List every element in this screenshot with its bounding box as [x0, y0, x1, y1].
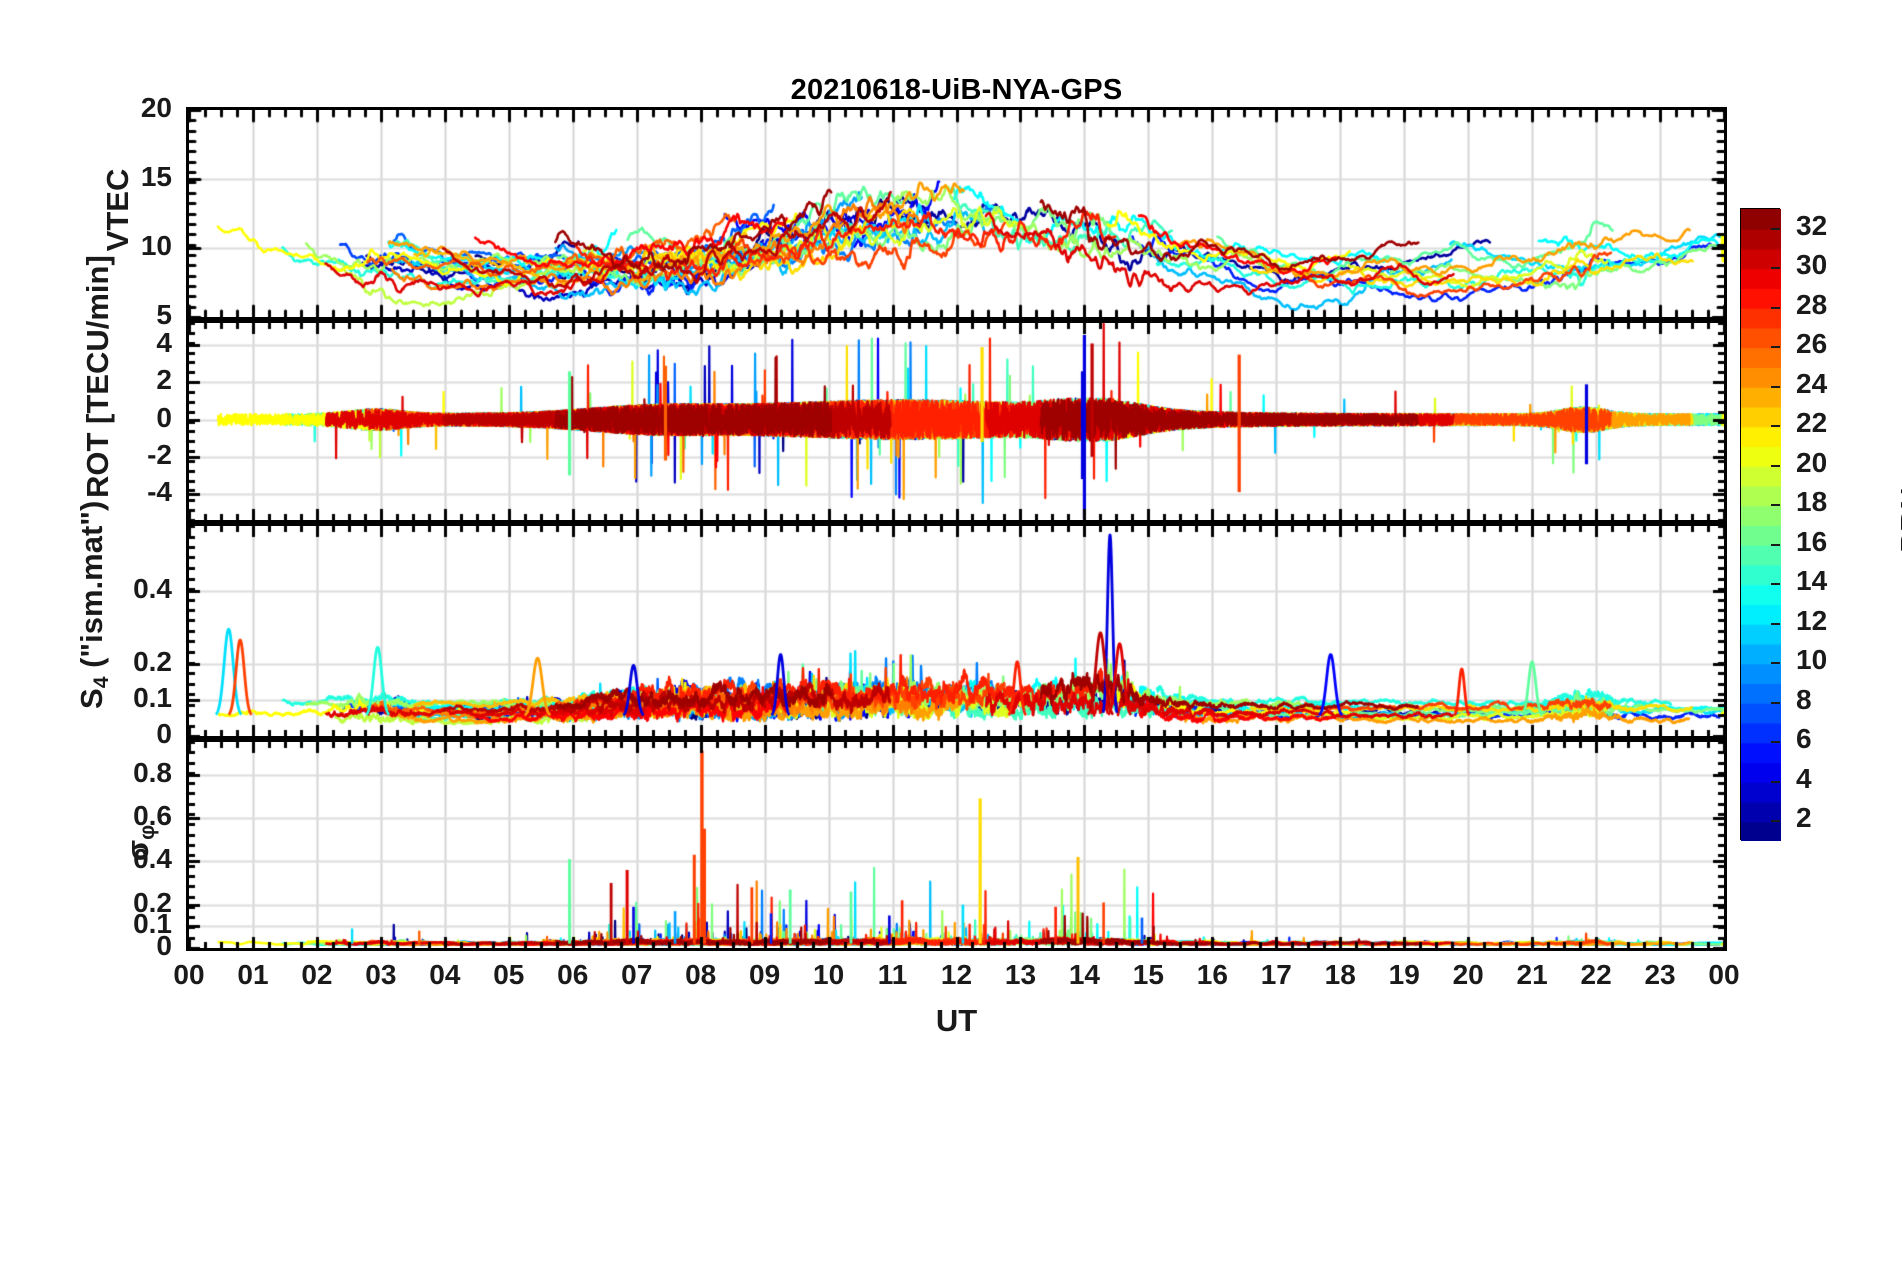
colorbar-tick-24: 24: [1796, 367, 1828, 399]
xtick-10: 10: [813, 959, 845, 990]
colorbar-tickmark: [1771, 741, 1780, 743]
plot-canvas: [189, 526, 1724, 736]
colorbar-tickmark: [1771, 662, 1780, 664]
xtick-23: 23: [1644, 959, 1676, 990]
xtick-3: 03: [365, 959, 397, 990]
colorbar-tick-20: 20: [1796, 446, 1828, 478]
colorbar-tickmark: [1771, 228, 1780, 230]
colorbar-prn: [1740, 208, 1781, 841]
colorbar-tick-2: 2: [1796, 802, 1812, 834]
xtick-12: 12: [940, 959, 973, 990]
colorbar-tickmark: [1771, 425, 1780, 427]
colorbar-title: PRN: [1894, 487, 1902, 553]
colorbar-tick-8: 8: [1796, 683, 1812, 715]
ytick-s4-0.2: 0.2: [133, 645, 172, 677]
ytick-rot-4: 4: [156, 327, 172, 359]
colorbar-tick-14: 14: [1796, 565, 1828, 597]
colorbar-tickmark: [1771, 820, 1780, 822]
xtick-20: 20: [1452, 959, 1484, 990]
colorbar-tick-4: 4: [1796, 762, 1812, 794]
ytick-sigphi-0.2: 0.2: [133, 886, 172, 918]
plot-canvas: [189, 323, 1724, 520]
ytick-vtec-20: 20: [140, 92, 172, 123]
xtick-9: 09: [749, 959, 781, 990]
ytick-s4-0.1: 0.1: [133, 681, 172, 713]
ytick-sigphi-0.6: 0.6: [133, 799, 172, 831]
colorbar-tick-28: 28: [1796, 288, 1828, 320]
colorbar-tickmark: [1771, 623, 1780, 625]
xtick-18: 18: [1324, 959, 1356, 990]
colorbar-tickmark: [1771, 702, 1780, 704]
colorbar-tick-10: 10: [1796, 644, 1828, 676]
xtick-4: 04: [429, 959, 461, 990]
xtick-15: 15: [1132, 959, 1164, 990]
xlabel: UT: [935, 1003, 978, 1038]
xtick-16: 16: [1196, 959, 1228, 990]
panel-sigma-phi: [186, 739, 1727, 951]
colorbar-tickmark: [1771, 267, 1780, 269]
ylabel-s4: S4 ("ism.mat"): [74, 500, 113, 709]
xtick-7: 07: [621, 959, 653, 990]
colorbar-tick-18: 18: [1796, 486, 1828, 518]
xtick-22: 22: [1580, 959, 1612, 990]
ytick-rot-2: 2: [156, 364, 172, 396]
xtick-19: 19: [1388, 959, 1420, 990]
xtick-24: 00: [1708, 959, 1740, 990]
colorbar-tick-16: 16: [1796, 525, 1828, 557]
colorbar-tick-6: 6: [1796, 723, 1812, 755]
colorbar-tickmark: [1771, 386, 1780, 388]
ytick-sigphi-0.1: 0.1: [133, 908, 172, 940]
colorbar-tickmark: [1771, 307, 1780, 309]
panel-rot: [186, 320, 1727, 523]
colorbar-tickmark: [1771, 504, 1780, 506]
ylabel-rot: ROT [TECU/min]: [80, 254, 115, 498]
xtick-21: 21: [1516, 959, 1548, 990]
xtick-14: 14: [1068, 959, 1100, 990]
xtick-13: 13: [1004, 959, 1037, 990]
xtick-2: 02: [301, 959, 333, 990]
ytick-vtec-15: 15: [140, 161, 172, 192]
ytick-rot--4: -4: [147, 475, 172, 507]
colorbar-tickmark: [1771, 583, 1780, 585]
ytick-rot--2: -2: [147, 438, 172, 470]
xtick-17: 17: [1260, 959, 1292, 990]
xtick-0: 00: [173, 959, 205, 990]
xtick-5: 05: [493, 959, 525, 990]
colorbar-tickmark: [1771, 544, 1780, 546]
xtick-1: 01: [237, 959, 269, 990]
colorbar-tickmark: [1771, 346, 1780, 348]
plot-canvas: [189, 742, 1724, 948]
page-title: 20210618-UiB-NYA-GPS: [790, 74, 1123, 106]
ytick-rot-0: 0: [156, 401, 172, 433]
xtick-11: 11: [877, 959, 908, 990]
colorbar-tickmark: [1771, 781, 1780, 783]
colorbar-tick-32: 32: [1796, 209, 1828, 241]
colorbar-tick-22: 22: [1796, 407, 1828, 439]
ytick-s4-0: 0: [156, 718, 172, 749]
colorbar-tickmark: [1771, 465, 1780, 467]
ytick-s4-0.4: 0.4: [133, 573, 172, 605]
panel-vtec: [186, 107, 1727, 320]
xtick-8: 08: [685, 959, 717, 990]
figure-title-wrap: 20210618-UiB-NYA-GPS: [186, 74, 1727, 107]
plot-canvas: [189, 110, 1724, 317]
ytick-sigphi-0.4: 0.4: [133, 843, 172, 875]
xtick-6: 06: [557, 959, 589, 990]
colorbar-gradient: [1741, 209, 1781, 841]
ylabel-sigphi: σφ: [120, 824, 159, 862]
ytick-vtec-10: 10: [140, 230, 172, 261]
ytick-sigphi-0: 0: [156, 930, 172, 961]
ytick-sigphi-0.8: 0.8: [133, 756, 172, 788]
colorbar-tick-12: 12: [1796, 604, 1828, 636]
ytick-vtec-5: 5: [156, 299, 172, 330]
colorbar-tick-30: 30: [1796, 249, 1828, 281]
colorbar-tick-26: 26: [1796, 328, 1828, 360]
panel-s4: [186, 523, 1727, 739]
